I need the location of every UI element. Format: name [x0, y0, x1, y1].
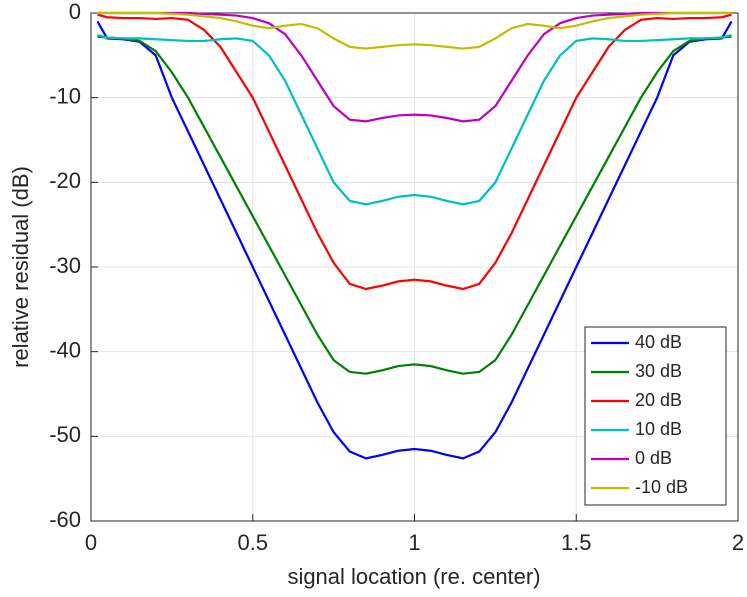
y-tick-label: -60	[49, 507, 81, 532]
y-tick-label: -20	[49, 168, 81, 193]
legend-label: 10 dB	[635, 419, 682, 439]
y-tick-label: -30	[49, 253, 81, 278]
x-tick-label: 1	[408, 530, 420, 555]
y-tick-label: -50	[49, 422, 81, 447]
x-tick-label: 0.5	[237, 530, 268, 555]
y-axis-label: relative residual (dB)	[8, 166, 33, 368]
legend-label: -10 dB	[635, 477, 688, 497]
legend-label: 0 dB	[635, 448, 672, 468]
legend-label: 40 dB	[635, 332, 682, 352]
series-line	[97, 11, 732, 123]
y-tick-label: -10	[49, 83, 81, 108]
x-tick-label: 2	[732, 530, 744, 555]
series-line	[97, 13, 732, 291]
series-line	[97, 33, 732, 206]
x-tick-label: 0	[85, 530, 97, 555]
legend-label: 20 dB	[635, 390, 682, 410]
legend: 40 dB 30 dB 20 dB 10 dB 0 dB -10 dB	[584, 326, 727, 506]
series-line	[97, 35, 732, 375]
plot-frame	[90, 12, 739, 522]
x-axis-label: signal location (re. center)	[287, 564, 540, 589]
legend-label: 30 dB	[635, 361, 682, 381]
y-tick-label: -40	[49, 337, 81, 362]
series-line	[96, 20, 733, 460]
legend-box	[584, 326, 727, 506]
x-tick-label: 1.5	[561, 530, 592, 555]
y-tick-label: 0	[69, 0, 81, 24]
series-line	[97, 11, 732, 50]
